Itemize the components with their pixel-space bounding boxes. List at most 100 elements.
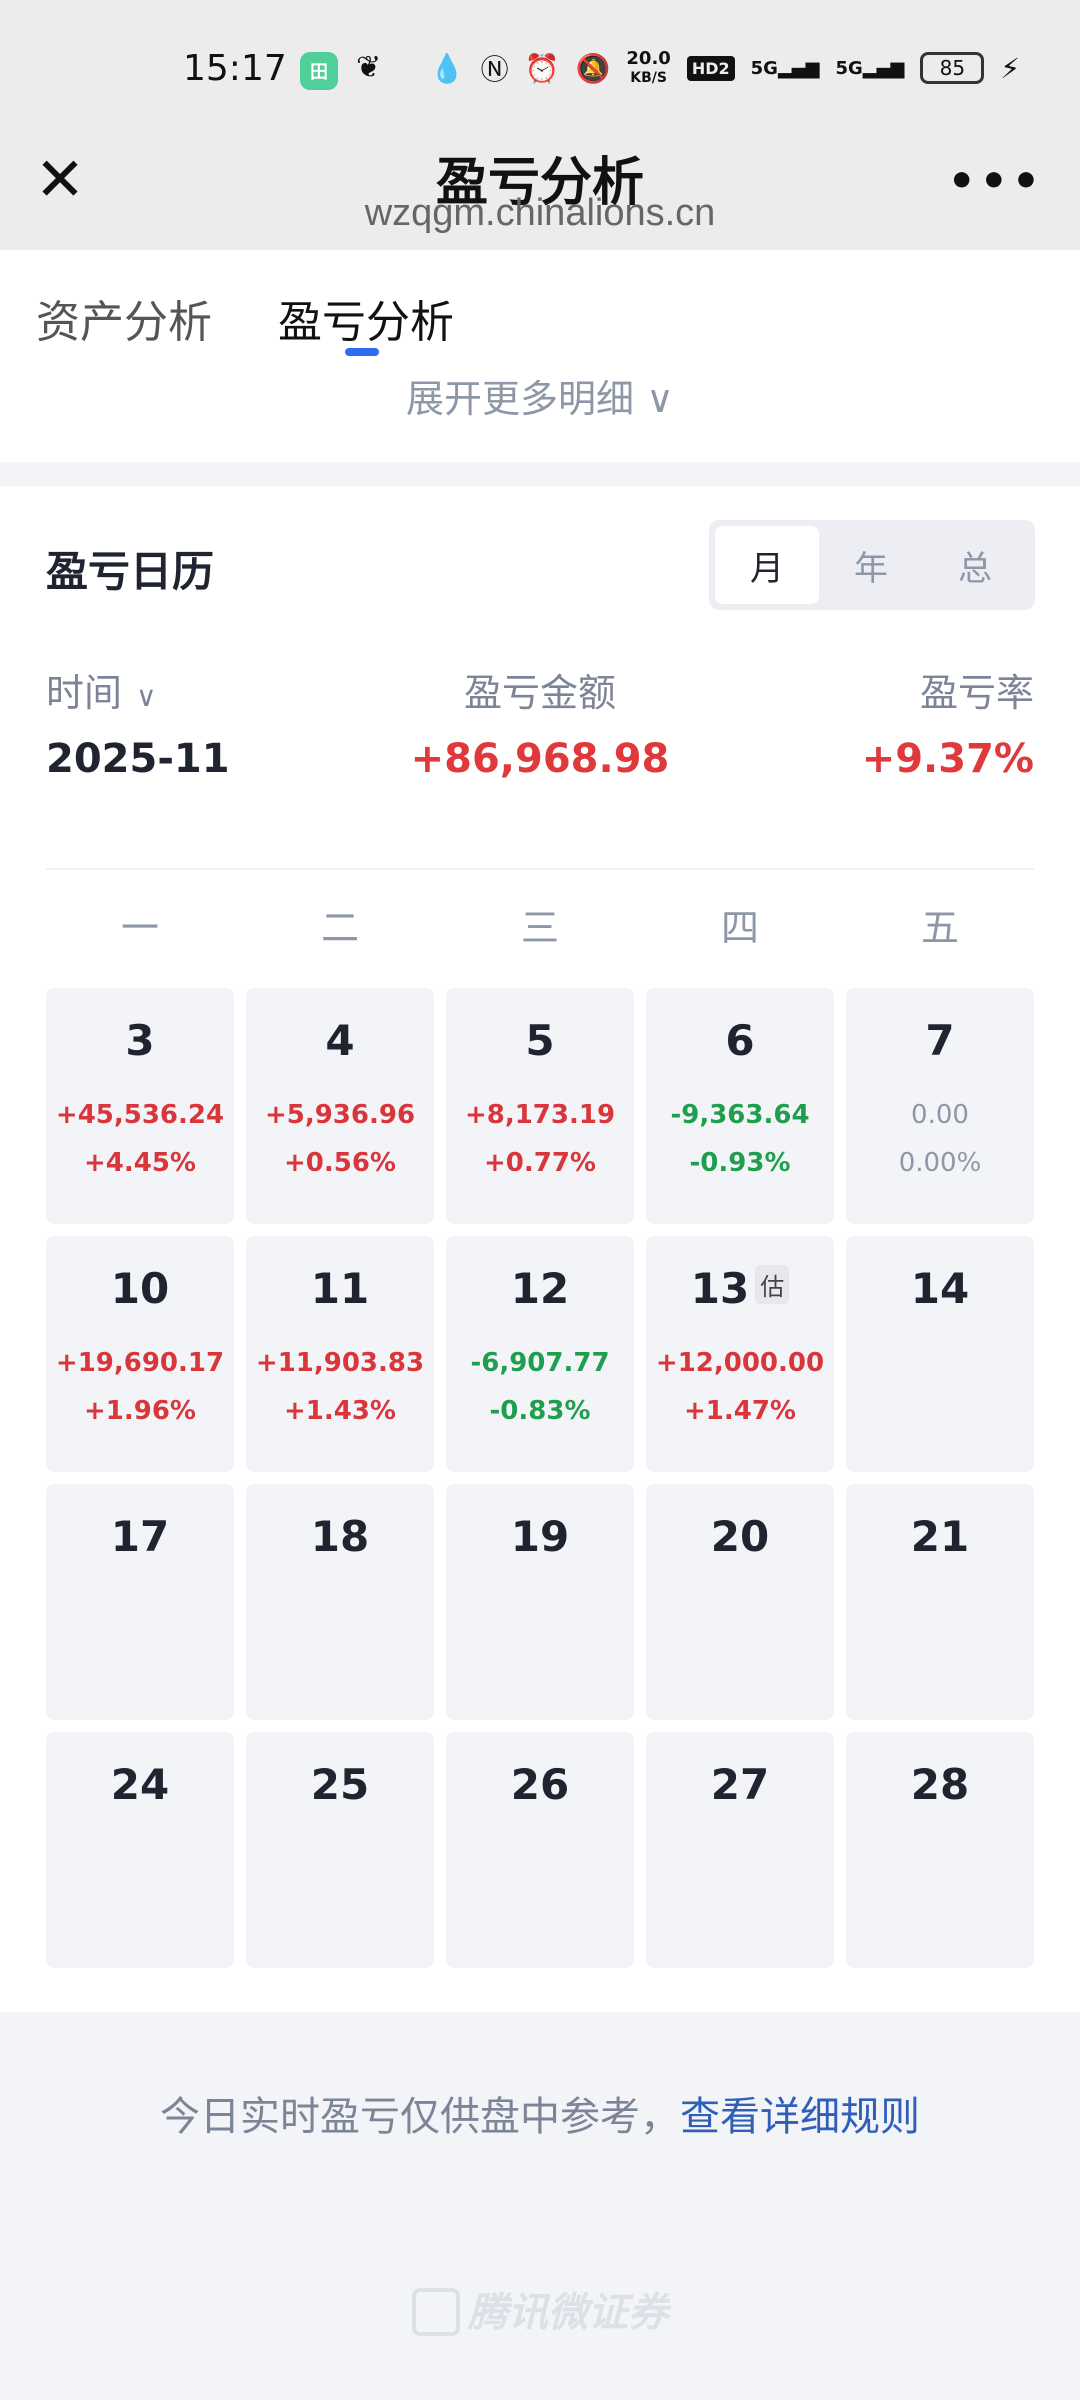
calendar-day-number: 25 bbox=[246, 1760, 434, 1809]
calendar-day-cell[interactable]: 6 -9,363.64 -0.93% bbox=[646, 988, 834, 1224]
calendar-day-cell[interactable]: 26 bbox=[446, 1732, 634, 1968]
day-profit-rate: -0.93% bbox=[689, 1148, 791, 1178]
day-number: 3 bbox=[125, 1016, 155, 1065]
calendar-day-cell[interactable]: 21 bbox=[846, 1484, 1034, 1720]
calendar-day-number: 17 bbox=[46, 1512, 234, 1561]
weekday-header: 一 二 三 四 五 bbox=[46, 888, 1034, 968]
weekday-wed: 三 bbox=[520, 906, 559, 950]
weekday-tue: 二 bbox=[320, 906, 359, 950]
calendar-day-number: 26 bbox=[446, 1760, 634, 1809]
day-profit-amount: +5,936.96 bbox=[264, 1100, 416, 1130]
day-profit-amount: +19,690.17 bbox=[55, 1348, 225, 1378]
calendar-day-number: 12 bbox=[446, 1264, 634, 1313]
calendar-day-number: 6 bbox=[646, 1016, 834, 1065]
day-number: 28 bbox=[910, 1760, 970, 1809]
brand-watermark: 腾讯微证券 bbox=[0, 2280, 1080, 2338]
day-number: 11 bbox=[310, 1264, 370, 1313]
segment-month[interactable]: 月 bbox=[715, 526, 819, 604]
day-number: 26 bbox=[510, 1760, 570, 1809]
status-bar: 15:17 田 ❦ 💧 Ⓝ ⏰ 🔕 20.0 KB/S HD2 5G▂▄▆ 5G… bbox=[0, 0, 1080, 140]
segment-total[interactable]: 总 bbox=[958, 548, 992, 589]
day-profit-rate: 0.00% bbox=[898, 1148, 982, 1178]
status-time: 15:17 bbox=[183, 48, 287, 89]
calendar-day-cell[interactable]: 19 bbox=[446, 1484, 634, 1720]
page-url: wzqgm.chinalions.cn bbox=[364, 192, 716, 234]
day-number: 18 bbox=[310, 1512, 370, 1561]
day-number: 20 bbox=[710, 1512, 770, 1561]
period-segmented-control: 月 年 总 bbox=[709, 520, 1035, 610]
weekday-mon: 一 bbox=[120, 906, 159, 950]
day-number: 17 bbox=[110, 1512, 170, 1561]
profit-calendar-card: 盈亏日历 月 年 总 时间 ∨ 盈亏金额 盈亏率 2025-11 +86,968.… bbox=[0, 486, 1080, 2012]
rate-label: 盈亏率 bbox=[919, 671, 1034, 715]
time-filter[interactable]: 时间 ∨ bbox=[46, 662, 157, 717]
battery-icon: 85 bbox=[920, 52, 985, 84]
segment-year[interactable]: 年 bbox=[854, 548, 888, 589]
calendar-day-cell[interactable]: 7 0.00 0.00% bbox=[846, 988, 1034, 1224]
close-icon[interactable]: ✕ bbox=[34, 145, 86, 215]
expand-more-button[interactable]: 展开更多明细 ∨ bbox=[406, 380, 674, 421]
day-profit-amount: -9,363.64 bbox=[670, 1100, 810, 1130]
charging-icon: ⚡ bbox=[1000, 51, 1020, 85]
day-number: 21 bbox=[910, 1512, 970, 1561]
day-profit-rate: +1.47% bbox=[684, 1396, 796, 1426]
weekday-fri: 五 bbox=[920, 906, 959, 950]
day-number: 10 bbox=[110, 1264, 170, 1313]
calendar-day-cell[interactable]: 20 bbox=[646, 1484, 834, 1720]
leaf-notification-icon: ❦ bbox=[356, 50, 382, 85]
day-number: 19 bbox=[510, 1512, 570, 1561]
day-number: 25 bbox=[310, 1760, 370, 1809]
signal-2-icon: 5G▂▄▆ bbox=[835, 57, 905, 79]
calendar-day-number: 19 bbox=[446, 1512, 634, 1561]
day-number: 7 bbox=[925, 1016, 955, 1065]
calendar-day-number: 10 bbox=[46, 1264, 234, 1313]
calendar-day-cell[interactable]: 18 bbox=[246, 1484, 434, 1720]
day-number: 27 bbox=[710, 1760, 770, 1809]
calendar-day-cell[interactable]: 27 bbox=[646, 1732, 834, 1968]
calendar-day-number: 24 bbox=[46, 1760, 234, 1809]
day-number: 4 bbox=[325, 1016, 355, 1065]
signal-1-icon: 5G▂▄▆ bbox=[750, 57, 820, 79]
estimate-badge: 估 bbox=[755, 1265, 790, 1304]
net-speed-value: 20.0 bbox=[626, 47, 671, 69]
day-profit-amount: +8,173.19 bbox=[464, 1100, 616, 1130]
day-profit-rate: +4.45% bbox=[84, 1148, 196, 1178]
time-label: 时间 bbox=[46, 671, 123, 715]
calendar-day-cell[interactable]: 3 +45,536.24 +4.45% bbox=[46, 988, 234, 1224]
day-number: 5 bbox=[525, 1016, 555, 1065]
calendar-day-cell[interactable]: 24 bbox=[46, 1732, 234, 1968]
calendar-day-cell[interactable]: 12 -6,907.77 -0.83% bbox=[446, 1236, 634, 1472]
day-profit-amount: -6,907.77 bbox=[470, 1348, 610, 1378]
signal-2-label: 5G bbox=[835, 57, 863, 79]
day-profit-rate: +0.77% bbox=[484, 1148, 596, 1178]
calendar-day-number: 5 bbox=[446, 1016, 634, 1065]
calendar-day-number: 18 bbox=[246, 1512, 434, 1561]
calendar-day-cell[interactable]: 11 +11,903.83 +1.43% bbox=[246, 1236, 434, 1472]
day-number: 6 bbox=[725, 1016, 755, 1065]
calendar-day-cell[interactable]: 25 bbox=[246, 1732, 434, 1968]
calendar-day-cell[interactable]: 28 bbox=[846, 1732, 1034, 1968]
calendar-day-cell[interactable]: 4 +5,936.96 +0.56% bbox=[246, 988, 434, 1224]
nav-header: ✕ 盈亏分析 wzqgm.chinalions.cn ••• bbox=[0, 140, 1080, 250]
calendar-day-cell[interactable]: 5 +8,173.19 +0.77% bbox=[446, 988, 634, 1224]
more-options-icon[interactable]: ••• bbox=[947, 156, 1044, 207]
calendar-day-cell[interactable]: 10 +19,690.17 +1.96% bbox=[46, 1236, 234, 1472]
tab-profit-analysis[interactable]: 盈亏分析 bbox=[278, 297, 454, 348]
tab-asset-analysis[interactable]: 资产分析 bbox=[36, 297, 212, 348]
status-icons: 💧 Ⓝ ⏰ 🔕 20.0 KB/S HD2 5G▂▄▆ 5G▂▄▆ 85 ⚡ bbox=[430, 48, 1020, 88]
footer-note-text: 今日实时盈亏仅供盘中参考， bbox=[160, 2094, 680, 2140]
detail-rules-link[interactable]: 查看详细规则 bbox=[680, 2094, 920, 2140]
calendar-day-cell[interactable]: 14 bbox=[846, 1236, 1034, 1472]
calendar-day-cell[interactable]: 17 bbox=[46, 1484, 234, 1720]
hd-badge: HD2 bbox=[686, 55, 735, 81]
day-profit-amount: +11,903.83 bbox=[255, 1348, 425, 1378]
nfc-icon: Ⓝ bbox=[480, 53, 509, 86]
calendar-day-cell[interactable]: 13 估 +12,000.00 +1.47% bbox=[646, 1236, 834, 1472]
alarm-icon: ⏰ bbox=[524, 51, 560, 85]
signal-1-label: 5G bbox=[750, 57, 778, 79]
day-profit-rate: +0.56% bbox=[284, 1148, 396, 1178]
net-speed-unit: KB/S bbox=[630, 69, 667, 86]
calendar-day-number: 14 bbox=[846, 1264, 1034, 1313]
footer-note: 今日实时盈亏仅供盘中参考，查看详细规则 bbox=[0, 2084, 1080, 2142]
calendar-day-number: 7 bbox=[846, 1016, 1034, 1065]
